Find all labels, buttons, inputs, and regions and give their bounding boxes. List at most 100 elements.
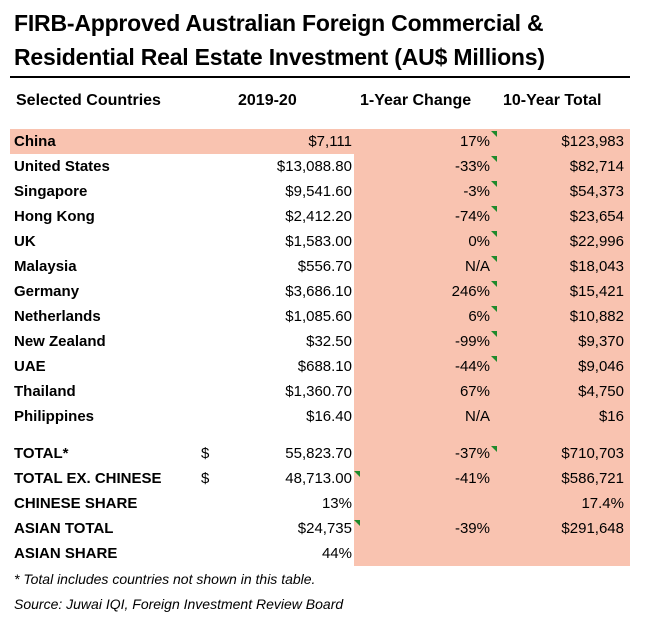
table-row: ASIAN TOTAL $24,735 -39% $291,648 (10, 516, 630, 541)
value-10-year-total: $9,046 (578, 358, 624, 375)
value-10-year-total: $710,703 (561, 445, 624, 462)
value-10-year-total: $291,648 (561, 520, 624, 537)
row-label: ASIAN SHARE (14, 545, 118, 562)
china-row-highlight (10, 129, 630, 154)
row-label: Singapore (14, 183, 88, 200)
table-row: Germany $3,686.10 246% $15,421 (10, 279, 630, 304)
table-title: FIRB-Approved Australian Foreign Commerc… (14, 6, 634, 74)
table-row: Netherlands $1,085.60 6% $10,882 (10, 304, 630, 329)
comment-marker (354, 471, 360, 477)
value-1-year-change: N/A (464, 258, 490, 275)
table-row: Hong Kong $2,412.20 -74% $23,654 (10, 204, 630, 229)
value-10-year-total: $586,721 (561, 470, 624, 487)
header-countries: Selected Countries (16, 92, 161, 109)
value-1-year-change: -37% (454, 445, 490, 462)
value-10-year-total: 17.4% (581, 495, 624, 512)
value-2019-20: 13% (321, 495, 352, 512)
row-label: CHINESE SHARE (14, 495, 138, 512)
table-row: Malaysia $556.70 N/A $18,043 (10, 254, 630, 279)
value-1-year-change: -3% (463, 183, 490, 200)
value-2019-20: $2,412.20 (285, 208, 352, 225)
row-label: UK (14, 233, 36, 250)
table-row: Singapore $9,541.60 -3% $54,373 (10, 179, 630, 204)
table-row: China $7,111 17% $123,983 (10, 129, 630, 154)
value-1-year-change: -44% (454, 358, 490, 375)
value-2019-20: 55,823.70 (285, 445, 352, 462)
value-1-year-change: -41% (454, 470, 490, 487)
comment-marker (491, 306, 497, 312)
comment-marker (491, 356, 497, 362)
row-label: Thailand (14, 383, 76, 400)
value-10-year-total: $123,983 (561, 133, 624, 150)
table-row: Philippines $16.40 N/A $16 (10, 404, 630, 429)
value-1-year-change: 67% (459, 383, 490, 400)
header-10-year-total: 10-Year Total (503, 92, 602, 109)
value-2019-20: $13,088.80 (276, 158, 352, 175)
dollar-sign: $ (201, 445, 210, 462)
value-1-year-change: 17% (459, 133, 490, 150)
comment-marker (354, 520, 360, 526)
value-10-year-total: $4,750 (578, 383, 624, 400)
row-label: UAE (14, 358, 46, 375)
table-row: UK $1,583.00 0% $22,996 (10, 229, 630, 254)
table-row: New Zealand $32.50 -99% $9,370 (10, 329, 630, 354)
table-row: UAE $688.10 -44% $9,046 (10, 354, 630, 379)
row-label: Malaysia (14, 258, 77, 275)
table-row: United States $13,088.80 -33% $82,714 (10, 154, 630, 179)
comment-marker (491, 206, 497, 212)
value-2019-20: $9,541.60 (285, 183, 352, 200)
row-label: Germany (14, 283, 80, 300)
source-note: Source: Juwai IQI, Foreign Investment Re… (14, 596, 344, 612)
value-10-year-total: $15,421 (569, 283, 624, 300)
value-1-year-change: 0% (468, 233, 490, 250)
title-line-2: Residential Real Estate Investment (AU$ … (14, 44, 545, 70)
footnote: * Total includes countries not shown in … (14, 571, 316, 587)
row-label: United States (14, 158, 110, 175)
value-2019-20: $1,360.70 (285, 383, 352, 400)
row-label: Netherlands (14, 308, 101, 325)
title-divider (10, 76, 630, 78)
value-2019-20: $7,111 (308, 133, 352, 150)
row-label: TOTAL* (14, 445, 69, 462)
table-row: TOTAL EX. CHINESE $48,713.00 -41% $586,721 (10, 466, 630, 491)
value-1-year-change: -33% (454, 158, 490, 175)
value-2019-20: $24,735 (297, 520, 352, 537)
table-row: Thailand $1,360.70 67% $4,750 (10, 379, 630, 404)
value-2019-20: $1,583.00 (285, 233, 352, 250)
value-2019-20: 44% (321, 545, 352, 562)
value-10-year-total: $23,654 (569, 208, 624, 225)
value-1-year-change: 246% (451, 283, 490, 300)
value-2019-20: $3,686.10 (285, 283, 352, 300)
row-label: New Zealand (14, 333, 106, 350)
header-1-year-change: 1-Year Change (360, 92, 472, 109)
value-10-year-total: $18,043 (569, 258, 624, 275)
value-2019-20: $32.50 (306, 333, 352, 350)
value-2019-20: $688.10 (297, 358, 352, 375)
value-1-year-change: -74% (454, 208, 490, 225)
value-10-year-total: $9,370 (578, 333, 624, 350)
comment-marker (491, 446, 497, 452)
row-label: Philippines (14, 408, 95, 425)
title-line-1: FIRB-Approved Australian Foreign Commerc… (14, 10, 544, 36)
value-2019-20: $556.70 (297, 258, 352, 275)
header-2019-20: 2019-20 (238, 92, 297, 109)
value-1-year-change: -99% (454, 333, 490, 350)
value-10-year-total: $54,373 (569, 183, 624, 200)
row-label: Hong Kong (14, 208, 95, 225)
comment-marker (491, 156, 497, 162)
table-row: ASIAN SHARE 44% (10, 541, 630, 566)
value-1-year-change: 6% (468, 308, 490, 325)
comment-marker (491, 131, 497, 137)
row-label: ASIAN TOTAL (14, 520, 114, 537)
comment-marker (491, 281, 497, 287)
table-row: CHINESE SHARE 13% 17.4% (10, 491, 630, 516)
value-10-year-total: $16 (598, 408, 624, 425)
value-10-year-total: $22,996 (569, 233, 624, 250)
value-2019-20: 48,713.00 (285, 470, 352, 487)
value-1-year-change: -39% (454, 520, 490, 537)
value-2019-20: $16.40 (306, 408, 352, 425)
value-1-year-change: N/A (464, 408, 490, 425)
dollar-sign: $ (201, 470, 210, 487)
row-label: TOTAL EX. CHINESE (14, 470, 162, 487)
row-label: China (14, 133, 56, 150)
